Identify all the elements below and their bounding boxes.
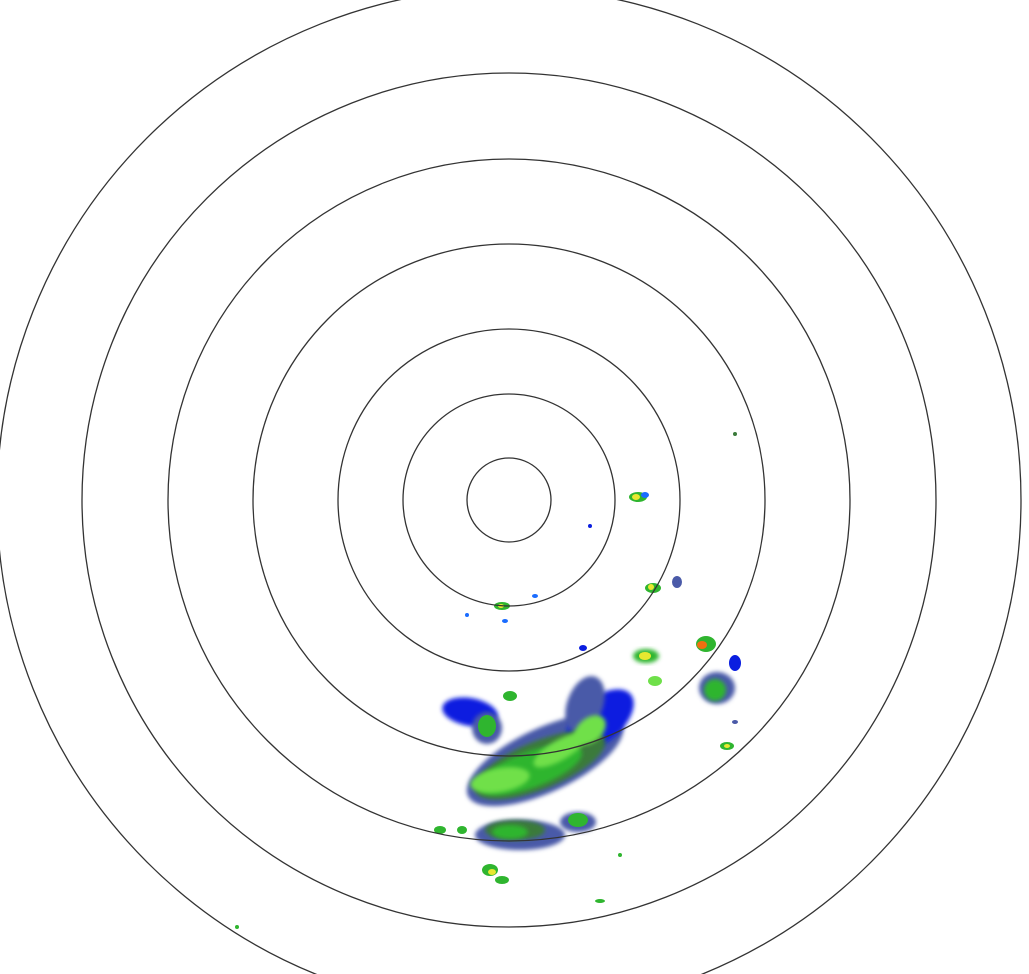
echo-cell-intense bbox=[697, 641, 707, 649]
echo-cell-very-light bbox=[579, 645, 587, 651]
echo-cell-moderate bbox=[492, 825, 528, 839]
echo-cell-very-light bbox=[588, 524, 592, 528]
range-ring-6 bbox=[81, 72, 937, 928]
echo-cell-light-blue bbox=[532, 594, 538, 598]
echo-cell-moderate-bright bbox=[533, 732, 587, 768]
echo-cell-heavy bbox=[632, 494, 640, 500]
range-ring-1 bbox=[466, 457, 552, 543]
echo-cell-heavy bbox=[648, 584, 654, 590]
echo-cell-moderate bbox=[235, 925, 239, 929]
echo-cell-moderate-bright bbox=[470, 767, 530, 793]
echo-cell-moderate bbox=[478, 715, 496, 737]
echo-cell-moderate-dark bbox=[733, 432, 737, 436]
echo-cell-moderate-bright bbox=[574, 715, 606, 745]
echo-cell-moderate bbox=[495, 876, 509, 884]
range-ring-3 bbox=[337, 328, 681, 672]
precipitation-echoes bbox=[235, 432, 741, 929]
range-ring-2 bbox=[402, 393, 616, 607]
echo-cell-heavy bbox=[488, 869, 496, 875]
echo-cell-very-light bbox=[729, 655, 741, 671]
echo-cell-light-blue bbox=[465, 613, 469, 617]
echo-cell-moderate-bright bbox=[648, 676, 662, 686]
echo-cell-light bbox=[732, 720, 738, 724]
echo-cell-light-blue bbox=[502, 619, 508, 623]
echo-cell-moderate bbox=[503, 691, 517, 701]
echo-cell-moderate bbox=[434, 826, 446, 834]
echo-cell-light bbox=[672, 576, 682, 588]
echo-cell-moderate bbox=[457, 826, 467, 834]
range-ring-4 bbox=[252, 243, 766, 757]
echo-cell-heavy bbox=[724, 744, 730, 748]
echo-cell-moderate bbox=[568, 813, 588, 827]
echo-cell-light-blue bbox=[641, 492, 649, 498]
echo-cell-moderate bbox=[704, 679, 726, 701]
echo-cell-moderate bbox=[618, 853, 622, 857]
echo-cell-heavy bbox=[639, 652, 651, 660]
range-ring-5 bbox=[167, 158, 851, 842]
echo-cell-moderate bbox=[595, 899, 605, 903]
